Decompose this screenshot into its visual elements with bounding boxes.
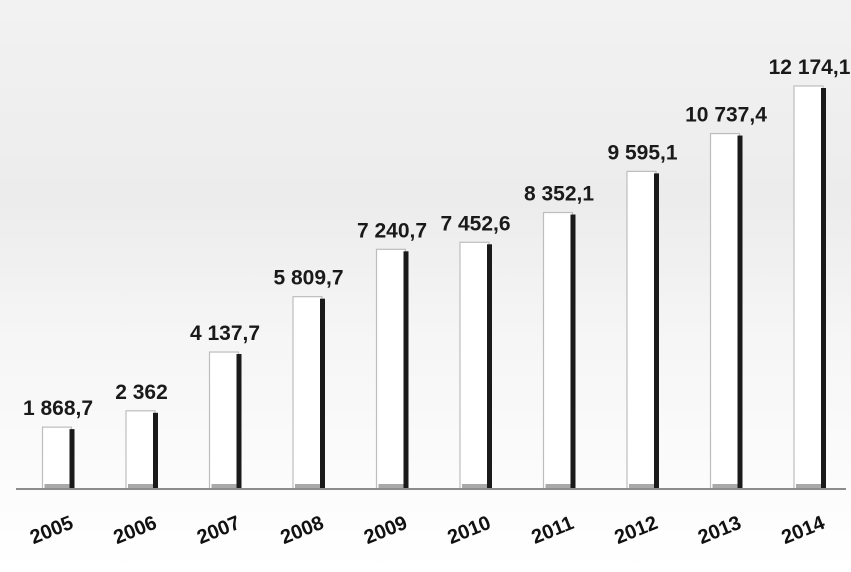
x-tick-label: 2005 [27, 512, 77, 549]
x-tick-label: 2013 [695, 512, 745, 549]
value-label: 12 174,1 [769, 56, 851, 79]
bar-body [375, 248, 407, 490]
bar-shadow [821, 88, 826, 489]
bar-body [542, 211, 574, 490]
bar-foot [629, 484, 654, 488]
bar-foot [378, 484, 404, 488]
x-tick-label: 2009 [361, 512, 411, 549]
x-tick-labels-layer: 2005 2006 2007 2008 2009 2010 2011 2012 2013 2014 [27, 512, 829, 549]
bar-body [208, 351, 240, 490]
x-tick-label: 2010 [445, 512, 495, 549]
bar-shadow [403, 251, 409, 489]
bar-body [41, 426, 73, 490]
bar-body [459, 241, 490, 490]
x-tick-label: 2012 [612, 512, 662, 549]
bar-shadow [737, 135, 743, 489]
value-label: 7 452,6 [440, 212, 510, 235]
bar-foot [128, 484, 153, 488]
bar-shadow [69, 429, 75, 489]
bar-shadow [153, 412, 158, 489]
x-tick-label: 2008 [278, 512, 328, 549]
x-tick-label: 2007 [194, 512, 244, 549]
bar-2008 [292, 296, 325, 490]
x-tick-label: 2011 [529, 512, 577, 549]
bar-shadow [236, 354, 242, 489]
value-label: 1 868,7 [23, 397, 93, 420]
bar-foot [796, 484, 821, 488]
bar-body [292, 296, 323, 490]
bar-foot [295, 484, 320, 488]
bar-foot [44, 484, 70, 488]
x-tick-label: 2014 [779, 512, 829, 549]
bar-foot [545, 484, 571, 488]
value-label: 4 137,7 [190, 322, 260, 345]
value-label: 2 362 [115, 381, 168, 404]
bar-shadow [570, 214, 576, 490]
bars-layer [41, 85, 826, 490]
bar-body [626, 170, 657, 490]
bar-body [125, 410, 156, 490]
bar-shadow [320, 298, 325, 489]
bar-foot [462, 484, 487, 488]
bar-2010 [459, 241, 492, 490]
bar-body [793, 85, 824, 490]
value-label: 7 240,7 [357, 219, 427, 242]
bar-2014 [793, 85, 826, 490]
value-label: 9 595,1 [607, 141, 677, 164]
bar-shadow [487, 244, 492, 489]
bar-shadow [654, 173, 659, 489]
bar-2011 [542, 211, 576, 490]
bar-2005 [41, 426, 75, 490]
bar-2012 [626, 170, 659, 490]
value-label: 8 352,1 [524, 183, 594, 206]
value-labels-layer: 1 868,7 2 362 4 137,7 5 809,7 7 240,7 7 452,6… [23, 56, 851, 420]
bar-foot [211, 484, 237, 488]
bar-2007 [208, 351, 242, 490]
x-tick-label: 2006 [111, 512, 161, 549]
value-label: 10 737,4 [685, 104, 767, 127]
bar-body [709, 132, 741, 490]
bar-foot [712, 484, 738, 488]
bar-2006 [125, 410, 158, 490]
value-label: 5 809,7 [273, 267, 343, 290]
bar-2009 [375, 248, 409, 490]
bar-2013 [709, 132, 743, 490]
